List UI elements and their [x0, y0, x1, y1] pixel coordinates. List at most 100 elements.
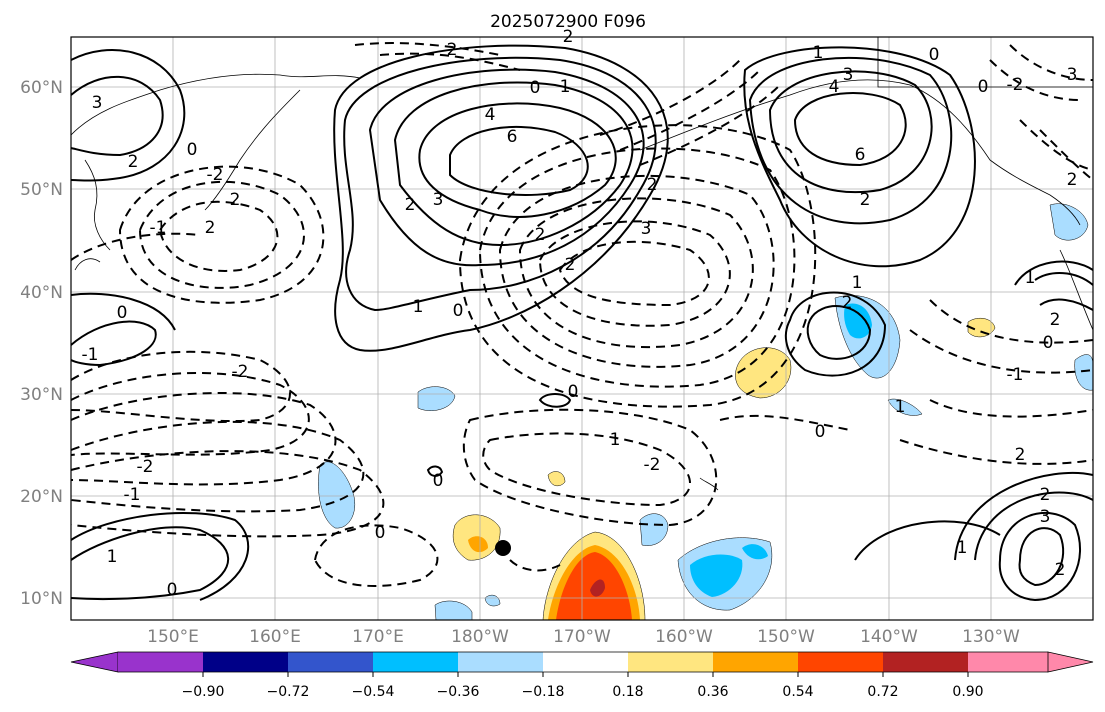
shade-light-blue [318, 461, 356, 529]
contour-label: 6 [855, 145, 866, 165]
lat-label: 60°N [20, 78, 63, 98]
contour-label: 2 [205, 218, 216, 238]
contour-label: -2 [207, 165, 224, 185]
contour-label: 0 [433, 471, 444, 491]
contour-label: 1 [107, 547, 118, 567]
shading [318, 203, 1094, 621]
contour-label: 3 [641, 219, 652, 239]
colorbar-segment [373, 652, 458, 672]
contour-label: 0 [815, 422, 826, 442]
lon-label: 170°W [553, 627, 611, 647]
contour-label: 0 [929, 45, 940, 65]
shade-light-blue [417, 386, 456, 411]
contour-label: 2 [647, 175, 658, 195]
shade-orange [468, 536, 488, 553]
contour-label: 2 [128, 152, 139, 172]
colorbar-segment [968, 652, 1048, 672]
contour-label: 2 [842, 293, 853, 313]
colorbar-segment [288, 652, 373, 672]
colorbar-tick-label: −0.54 [352, 684, 395, 700]
contour-label: -2 [644, 455, 661, 475]
contour-label: -2 [1034, 485, 1051, 505]
colorbar-segment [203, 652, 288, 672]
contour-label: 0 [187, 140, 198, 160]
storm-center-marker [495, 540, 511, 556]
colorbar-extend-high [1047, 651, 1094, 673]
contour-label: 2 [405, 195, 416, 215]
colorbar-segment [118, 652, 203, 672]
lon-label: 170°E [352, 627, 404, 647]
colorbar-segment [713, 652, 798, 672]
shade-light-blue [434, 600, 473, 621]
colorbar-segment [798, 652, 883, 672]
latitude-labels: 60°N 50°N 40°N 30°N 20°N 10°N [20, 78, 63, 609]
contour-label: 0 [530, 78, 541, 98]
contour-label: 0 [978, 77, 989, 97]
lat-label: 40°N [20, 283, 63, 303]
contour-label: -1 [150, 218, 167, 238]
lon-label: 150°W [757, 627, 815, 647]
colorbar-segment [543, 652, 628, 672]
shade-light-blue [887, 398, 923, 416]
colorbar-tick-label: −0.90 [182, 684, 225, 700]
contour-label: 6 [507, 127, 518, 147]
contour-label: 2 [535, 225, 546, 245]
longitude-labels: 150°E 160°E 170°E 180°W 170°W 160°W 150°… [147, 627, 1020, 647]
contour-label: -1 [124, 485, 141, 505]
contour-label: 3 [1067, 65, 1078, 85]
shade-light-blue [639, 513, 669, 546]
contour-label: 2 [1067, 170, 1078, 190]
lat-label: 20°N [20, 487, 63, 507]
contour-label: 0 [375, 523, 386, 543]
contour-label: 0 [117, 303, 128, 323]
shade-light-blue [1049, 203, 1089, 241]
contour-labels: 2 3 2 0 1 4 6 1 3 2 3 2 2 4 6 2 0 -2 0 2… [82, 27, 1078, 600]
lon-label: 130°W [962, 627, 1020, 647]
contour-label: 1 [895, 397, 906, 417]
colorbar: −0.90 −0.72 −0.54 −0.36 −0.18 0.18 0.36 … [70, 651, 1094, 700]
contour-label: 1 [852, 273, 863, 293]
solid-contours [70, 44, 1094, 602]
contour-label: 2 [1050, 310, 1061, 330]
colorbar-segment [883, 652, 968, 672]
lon-label: 140°W [860, 627, 918, 647]
colorbar-tick-label: 0.72 [867, 684, 898, 700]
contour-label: 3 [92, 93, 103, 113]
shade-blue [742, 544, 768, 560]
colorbar-tick-label: 0.18 [612, 684, 643, 700]
contour-label: 3 [843, 65, 854, 85]
colorbar-tick-label: −0.72 [267, 684, 310, 700]
lon-label: 160°W [655, 627, 713, 647]
contour-label: 3 [1040, 507, 1051, 527]
contour-label: 2 [1055, 560, 1066, 580]
contour-label: 1 [413, 297, 424, 317]
dashed-contours [70, 42, 1094, 587]
colorbar-tick-label: 0.36 [697, 684, 728, 700]
shade-yellow [735, 347, 792, 399]
contour-label: 0 [167, 580, 178, 600]
map-area: 2 3 2 0 1 4 6 1 3 2 3 2 2 4 6 2 0 -2 0 2… [70, 27, 1094, 621]
contour-label: -1 [1007, 365, 1024, 385]
contour-label: 0 [568, 382, 579, 402]
contour-label: 1 [957, 538, 968, 558]
colorbar-tick-label: −0.36 [437, 684, 480, 700]
map-title: 2025072900 F096 [490, 12, 646, 32]
lon-label: 180°W [451, 627, 509, 647]
contour-label: 1 [813, 43, 824, 63]
contour-label: 1 [560, 77, 571, 97]
shade-blue [690, 554, 743, 597]
contour-label: 4 [485, 105, 496, 125]
shade-yellow [547, 471, 566, 487]
contour-label: 2 [1015, 445, 1026, 465]
lon-label: 150°E [147, 627, 199, 647]
shade-yellow [967, 317, 996, 338]
contour-label: 2 [230, 190, 241, 210]
contour-label: -2 [232, 362, 249, 382]
contour-label: 4 [829, 77, 840, 97]
contour-label: 2 [565, 255, 576, 275]
colorbar-tick-label: −0.18 [522, 684, 565, 700]
colorbar-extend-low [70, 651, 119, 673]
lat-label: 50°N [20, 180, 63, 200]
lat-label: 10°N [20, 589, 63, 609]
